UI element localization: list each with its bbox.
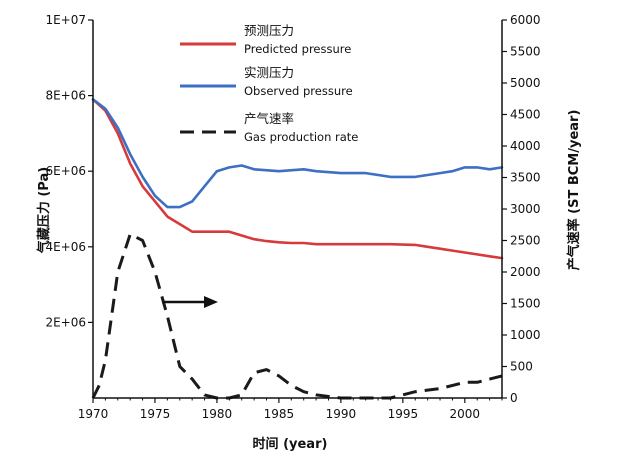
x-axis-title: 时间 (year) [253, 436, 328, 452]
x-tick-label: 1980 [202, 407, 233, 421]
y-right-axis-title: 产气速率 (ST BCM/year) [566, 110, 582, 271]
series-layer [91, 98, 504, 400]
x-tick-label: 1985 [264, 407, 295, 421]
legend-label-zh-1: 实测压力 [244, 65, 294, 80]
legend-label-en-1: Observed pressure [244, 84, 353, 98]
x-tick-label: 1990 [326, 407, 357, 421]
y-left-tick-label: 1E+07 [45, 13, 86, 27]
axis-labels: 时间 (year) 气藏压力 (Pa) 产气速率 (ST BCM/year) [36, 110, 582, 452]
x-tick-label: 1970 [78, 407, 109, 421]
y-right-tick-label: 1000 [510, 328, 541, 342]
y-right-tick-label: 2000 [510, 265, 541, 279]
series-line-1 [91, 98, 504, 209]
legend-label-zh-2: 产气速率 [244, 111, 294, 126]
y-right-tick-label: 4500 [510, 108, 541, 122]
axes-layer: 1970 1975 1980 1985 1990 1995 2000 2E+06 4E+06 6E… [45, 13, 540, 421]
y-left-tick-label: 4E+06 [45, 240, 86, 254]
y-right-tick-label: 6000 [510, 13, 541, 27]
y-right-tick-label: 5500 [510, 45, 541, 59]
x-tick-label: 1975 [140, 407, 171, 421]
x-tick-label: 1995 [388, 407, 419, 421]
y-right-tick-label: 3000 [510, 202, 541, 216]
y-right-tick-label: 500 [510, 360, 533, 374]
legend-label-en-2: Gas production rate [244, 130, 358, 144]
y-right-tick-label: 3500 [510, 171, 541, 185]
y-left-tick-label: 8E+06 [45, 89, 86, 103]
legend-label-zh-0: 预测压力 [244, 23, 294, 38]
y-left-tick-label: 2E+06 [45, 315, 86, 329]
legend: 预测压力 Predicted pressure 实测压力 Observed press… [180, 23, 358, 144]
y-left-tick-label: 6E+06 [45, 164, 86, 178]
annotation-arrow-head [204, 296, 218, 308]
series-line-2 [91, 232, 503, 400]
y-right-tick-label: 5000 [510, 76, 541, 90]
y-left-axis-title: 气藏压力 (Pa) [36, 167, 52, 253]
y-right-tick-label: 1500 [510, 297, 541, 311]
x-tick-label: 2000 [450, 407, 481, 421]
y-right-tick-label: 2500 [510, 234, 541, 248]
y-right-tick-label: 4000 [510, 139, 541, 153]
series-line-0 [91, 98, 504, 260]
legend-label-en-0: Predicted pressure [244, 42, 351, 56]
y-right-tick-label: 0 [510, 391, 518, 405]
